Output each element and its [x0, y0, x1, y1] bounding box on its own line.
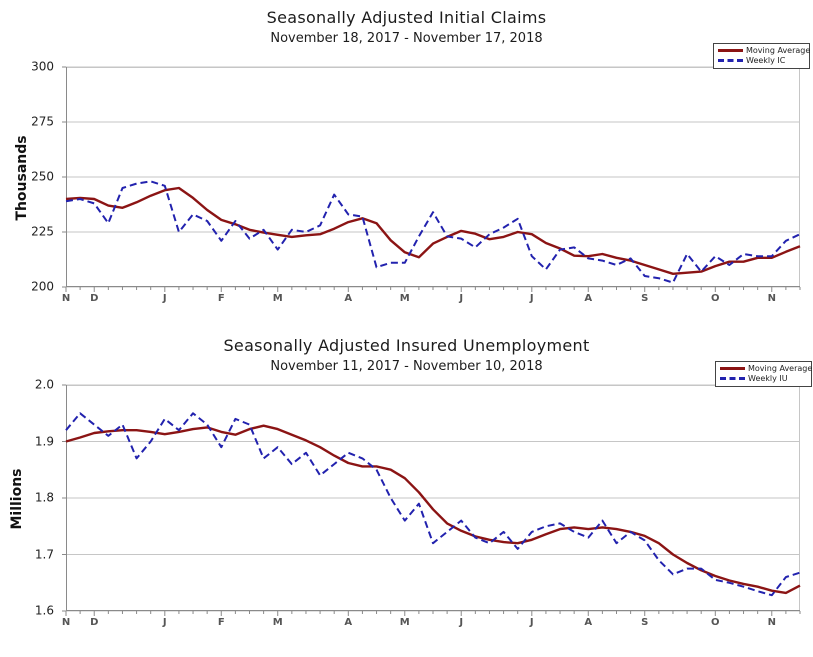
- insured-unemployment-chart: Seasonally Adjusted Insured Unemployment…: [0, 330, 813, 657]
- plot-area: [62, 384, 801, 616]
- legend-item-weekly-ic: Weekly IC: [718, 56, 804, 65]
- y-tick-label: 1.9: [34, 434, 54, 449]
- x-tick-label: A: [584, 617, 593, 628]
- x-tick-label: A: [344, 293, 353, 304]
- x-tick-label: M: [272, 293, 283, 304]
- x-tick-label: A: [584, 293, 593, 304]
- legend-item-weekly-iu: Weekly IU: [720, 374, 806, 383]
- x-tick-label: O: [711, 293, 720, 304]
- chart-subtitle: November 11, 2017 - November 10, 2018: [270, 359, 543, 374]
- x-tick-label: J: [459, 617, 464, 628]
- legend-label: Weekly IC: [746, 56, 786, 65]
- y-tick-label: 1.8: [34, 490, 54, 505]
- weekly-iu-line-swatch: [720, 377, 745, 380]
- x-tick-label: N: [61, 617, 71, 628]
- y-axis-tick-labels: 300 275 250 225 200: [0, 60, 58, 294]
- legend-label: Moving Average: [748, 364, 813, 373]
- x-tick-label: M: [399, 293, 410, 304]
- y-tick-label: 275: [31, 114, 54, 129]
- y-tick-label: 1.6: [34, 603, 54, 618]
- weekly-iu-line: [65, 412, 801, 597]
- x-tick-label: M: [272, 617, 283, 628]
- x-tick-label: J: [162, 617, 167, 628]
- x-tick-label: N: [61, 293, 71, 304]
- chart-title: Seasonally Adjusted Initial Claims: [266, 8, 547, 27]
- x-tick-label: N: [767, 293, 776, 304]
- y-axis-tick-labels: 2.0 1.9 1.8 1.7 1.6: [0, 378, 58, 618]
- plot-area: [62, 66, 801, 292]
- y-tick-label: 2.0: [34, 377, 54, 392]
- y-tick-label: 1.7: [34, 547, 54, 562]
- legend: Moving Average Weekly IC: [713, 43, 810, 69]
- x-tick-label: A: [344, 617, 353, 628]
- weekly-ic-line: [65, 180, 801, 284]
- y-tick-label: 200: [31, 279, 54, 294]
- y-tick-label: 250: [31, 169, 54, 184]
- legend: Moving Average Weekly IU: [715, 361, 812, 387]
- chart-subtitle: November 18, 2017 - November 17, 2018: [270, 31, 543, 46]
- x-tick-label: J: [529, 617, 534, 628]
- x-tick-label: M: [399, 617, 410, 628]
- x-tick-label: J: [459, 293, 464, 304]
- x-tick-label: J: [162, 293, 167, 304]
- y-tick-label: 225: [31, 224, 54, 239]
- legend-item-moving-average: Moving Average: [720, 364, 812, 373]
- x-tick-label: N: [767, 617, 776, 628]
- moving-average-line: [65, 186, 801, 276]
- weekly-ic-line-swatch: [718, 59, 743, 62]
- moving-average-line: [65, 424, 801, 595]
- chart-title: Seasonally Adjusted Insured Unemployment: [223, 336, 590, 355]
- moving-average-line-swatch: [718, 49, 743, 52]
- x-tick-label: D: [90, 617, 99, 628]
- x-tick-label: S: [641, 617, 649, 628]
- x-tick-label: O: [711, 617, 720, 628]
- x-tick-label: J: [529, 293, 534, 304]
- legend-label: Weekly IU: [748, 374, 788, 383]
- moving-average-line-swatch: [720, 367, 745, 370]
- x-tick-label: D: [90, 293, 99, 304]
- initial-claims-chart: Seasonally Adjusted Initial Claims Novem…: [0, 8, 810, 307]
- x-tick-label: F: [217, 617, 225, 628]
- x-tick-label: F: [217, 293, 225, 304]
- x-tick-label: S: [641, 293, 649, 304]
- y-tick-label: 300: [31, 59, 54, 74]
- legend-item-moving-average: Moving Average: [718, 46, 810, 55]
- legend-label: Moving Average: [746, 46, 811, 55]
